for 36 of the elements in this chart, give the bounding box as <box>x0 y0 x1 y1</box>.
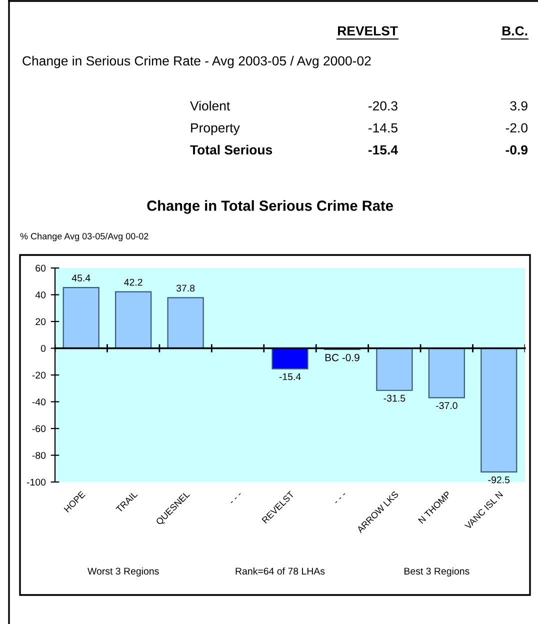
text: Rank=64 of 78 LHAs <box>236 567 325 575</box>
text: B.C. <box>502 26 528 36</box>
text: -14.5 <box>368 123 398 133</box>
y-tick-label: 0 <box>40 344 46 352</box>
y-tick-label: 60 <box>36 264 46 272</box>
data-label: -92.5 <box>488 476 510 484</box>
text: Change in Serious Crime Rate - Avg 2003-05 / Avg 2000-02 <box>22 56 371 68</box>
data-label: 45.4 <box>72 274 90 282</box>
text: -0.9 <box>506 145 528 155</box>
text: -20.3 <box>368 101 398 111</box>
y-tick-label: -80 <box>32 452 46 459</box>
text: -15.4 <box>368 145 398 155</box>
text: Total Serious <box>190 144 272 155</box>
data-label: -31.5 <box>384 394 406 402</box>
data-label: -37.0 <box>436 402 458 410</box>
x-tick-label: - - - <box>335 493 346 504</box>
text: Violent <box>190 100 230 111</box>
data-label: 42.2 <box>124 278 142 286</box>
y-tick-label: -100 <box>26 478 46 486</box>
y-tick-label: -60 <box>32 425 46 432</box>
text: Best 3 Regions <box>404 567 470 577</box>
text: -2.0 <box>506 123 528 133</box>
data-label: -15.4 <box>279 373 301 380</box>
text: Worst 3 Regions <box>88 567 159 577</box>
text: REVELST <box>338 26 398 36</box>
y-tick-label: 40 <box>35 291 46 298</box>
text: Property <box>191 123 240 136</box>
data-label: BC -0.9 <box>325 354 360 362</box>
y-tick-label: -40 <box>32 398 46 406</box>
data-label: 37.8 <box>176 284 195 292</box>
y-axis-title: % Change Avg 03-05/Avg 00-02 <box>20 232 148 242</box>
x-tick-label: - - - <box>230 493 241 504</box>
chart-title: Change in Total Serious Crime Rate <box>147 200 393 214</box>
text: 3.9 <box>510 101 528 111</box>
y-tick-label: -20 <box>32 372 46 379</box>
y-tick-label: 20 <box>36 318 46 326</box>
